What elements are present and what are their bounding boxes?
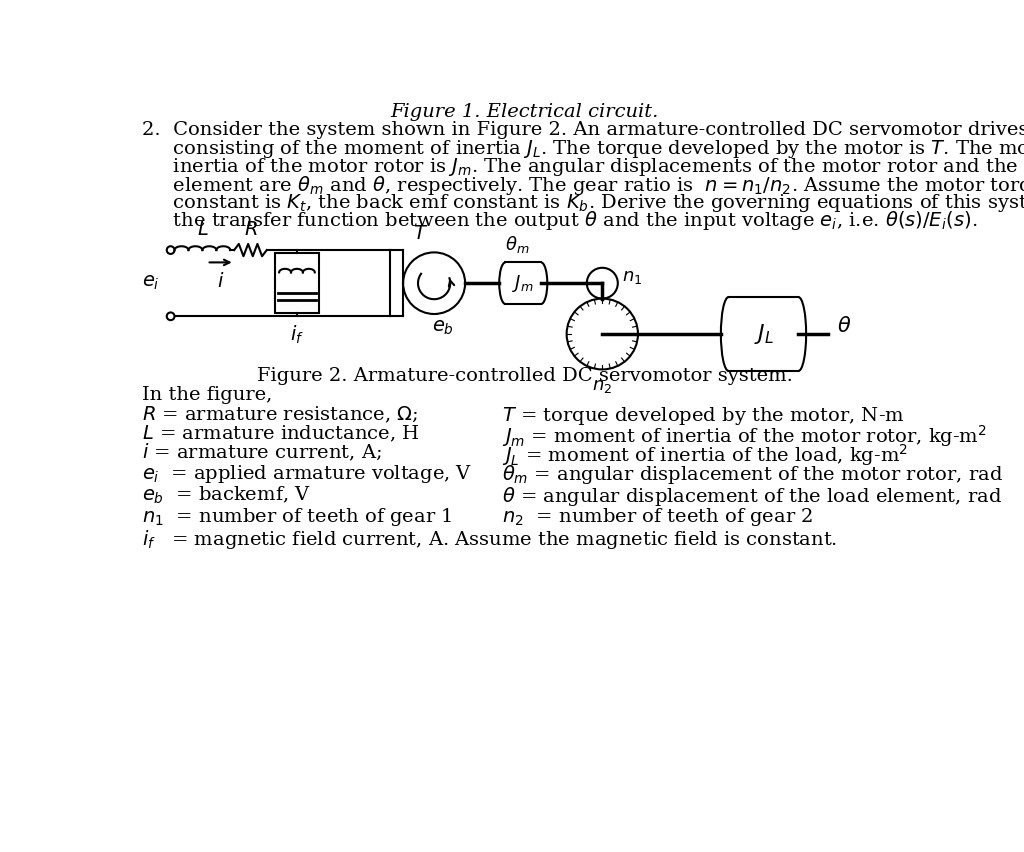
Text: the transfer function between the output $\theta$ and the input voltage $e_i$, i: the transfer function between the output… <box>142 210 977 233</box>
Text: $J_m$ = moment of inertia of the motor rotor, kg-m$^2$: $J_m$ = moment of inertia of the motor r… <box>502 423 986 449</box>
Text: $e_b$  = backemf, V: $e_b$ = backemf, V <box>142 485 311 506</box>
Text: $n_2$  = number of teeth of gear 2: $n_2$ = number of teeth of gear 2 <box>502 506 813 528</box>
Text: $i_f$   = magnetic field current, A. Assume the magnetic field is constant.: $i_f$ = magnetic field current, A. Assum… <box>142 528 838 551</box>
Text: element are $\theta_m$ and $\theta$, respectively. The gear ratio is  $n=n_1/n_2: element are $\theta_m$ and $\theta$, res… <box>142 174 1024 197</box>
Text: inertia of the motor rotor is $J_m$. The angular displacements of the motor roto: inertia of the motor rotor is $J_m$. The… <box>142 156 1024 178</box>
Text: $T$: $T$ <box>413 225 428 243</box>
Text: Figure 2. Armature-controlled DC servomotor system.: Figure 2. Armature-controlled DC servomo… <box>257 367 793 385</box>
Text: $e_b$: $e_b$ <box>432 319 455 337</box>
Text: constant is $K_t$, the back emf constant is $K_b$. Derive the governing equation: constant is $K_t$, the back emf constant… <box>142 192 1024 214</box>
Text: $n_1$: $n_1$ <box>622 268 642 286</box>
Text: Figure 1. Electrical circuit.: Figure 1. Electrical circuit. <box>390 103 659 121</box>
Text: $J_m$: $J_m$ <box>512 273 535 294</box>
Text: $\theta_m$ = angular displacement of the motor rotor, rad: $\theta_m$ = angular displacement of the… <box>502 463 1002 486</box>
Text: $e_i$: $e_i$ <box>142 274 160 292</box>
Text: 2.  Consider the system shown in Figure 2. An armature-controlled DC servomotor : 2. Consider the system shown in Figure 2… <box>142 121 1024 139</box>
Text: $R$: $R$ <box>244 222 257 239</box>
Text: In the figure,: In the figure, <box>142 386 272 405</box>
Text: $i_f$: $i_f$ <box>290 324 304 346</box>
Text: $\theta_m$: $\theta_m$ <box>505 233 529 255</box>
Text: $T$ = torque developed by the motor, N-m: $T$ = torque developed by the motor, N-m <box>502 405 904 427</box>
Text: consisting of the moment of inertia $J_L$. The torque developed by the motor is : consisting of the moment of inertia $J_L… <box>142 138 1024 160</box>
Text: $n_2$: $n_2$ <box>592 377 612 395</box>
Text: $J_L$: $J_L$ <box>754 322 773 346</box>
Text: $\theta$: $\theta$ <box>838 316 852 337</box>
Text: $L$ = armature inductance, H: $L$ = armature inductance, H <box>142 423 420 444</box>
Text: $J_L$ = moment of inertia of the load, kg-m$^2$: $J_L$ = moment of inertia of the load, k… <box>502 442 907 468</box>
Text: $R$ = armature resistance, $\Omega$;: $R$ = armature resistance, $\Omega$; <box>142 405 418 425</box>
Text: $i$ = armature current, A;: $i$ = armature current, A; <box>142 442 382 463</box>
Text: $n_1$  = number of teeth of gear 1: $n_1$ = number of teeth of gear 1 <box>142 506 453 528</box>
Bar <box>275 253 318 314</box>
Text: $L$: $L$ <box>197 222 208 239</box>
Text: $i$: $i$ <box>217 272 224 291</box>
Text: $e_i$  = applied armature voltage, V: $e_i$ = applied armature voltage, V <box>142 463 472 486</box>
Text: $\theta$ = angular displacement of the load element, rad: $\theta$ = angular displacement of the l… <box>502 485 1001 508</box>
